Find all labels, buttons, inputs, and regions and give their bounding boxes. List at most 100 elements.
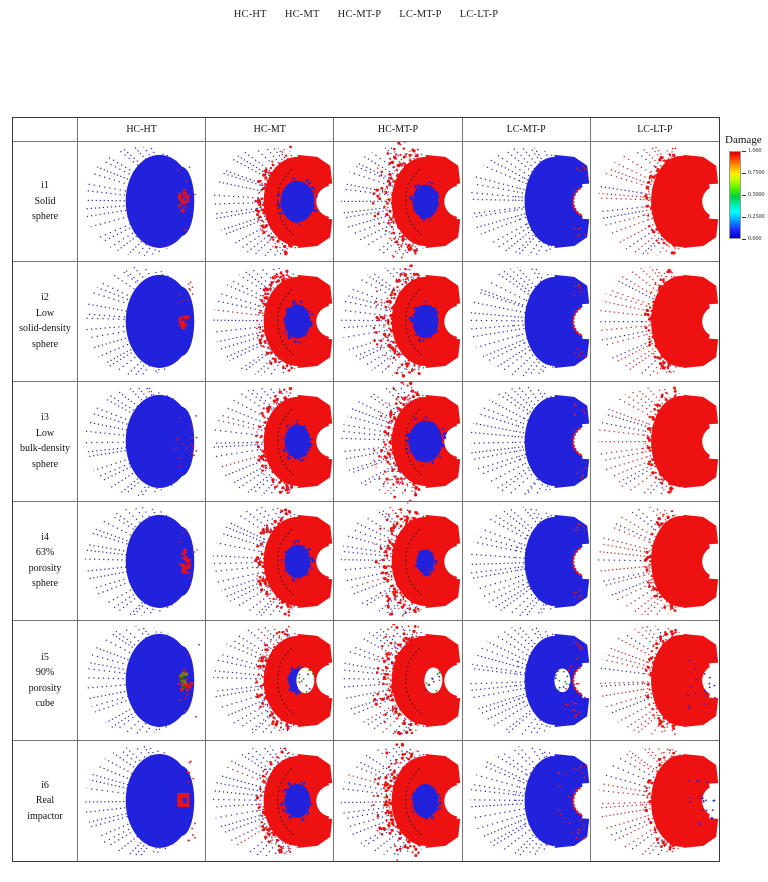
simulation-grid: HC-HT HC-MT HC-MT-P LC-MT-P LC-LT-P i1 S… xyxy=(12,117,720,862)
panel-i3-hc-mt xyxy=(206,381,335,502)
row-label-i6: i6 Real impactor xyxy=(13,741,78,861)
row-label-line: sphere xyxy=(31,338,59,350)
row-label-i4: i4 63% porosity sphere xyxy=(13,501,78,622)
colorbar-tick-label: 0.7500 xyxy=(748,170,765,176)
panel-i2-hc-mt-p xyxy=(334,261,463,382)
scatter-plot xyxy=(341,624,462,736)
panel-i6-lc-lt-p xyxy=(590,741,719,861)
scatter-plot xyxy=(597,266,719,377)
scatter-plot xyxy=(341,742,462,861)
row-label-line: i4 xyxy=(41,531,49,543)
scatter-plot xyxy=(341,501,462,617)
row-label-i3: i3 Low bulk-density sphere xyxy=(13,381,78,502)
scatter-plot xyxy=(469,506,590,616)
panel-i1-hc-mt xyxy=(206,142,335,262)
row-label-line: sphere xyxy=(31,211,59,223)
colorbar-tick xyxy=(742,151,746,152)
row-label-line: i3 xyxy=(41,412,49,424)
column-header-lc-mt-p: LC-MT-P xyxy=(462,118,591,142)
scatter-plot xyxy=(213,145,334,257)
row-label-line: i1 xyxy=(41,180,49,192)
colorbar-tick xyxy=(742,173,746,174)
row-label-line: sphere xyxy=(31,578,59,590)
panel-i4-hc-mt xyxy=(206,501,335,622)
row-label-line: i5 xyxy=(41,651,49,663)
colorbar-tick xyxy=(742,195,746,196)
row-label-i1: i1 Solid sphere xyxy=(13,142,78,262)
panel-i4-lc-mt-p xyxy=(462,501,591,622)
scatter-plot xyxy=(469,146,590,257)
panel-i3-lc-lt-p xyxy=(590,381,719,502)
colorbar-tick-label: 0.2500 xyxy=(748,214,765,220)
row-label-line: porosity xyxy=(28,562,62,574)
panel-i2-lc-lt-p xyxy=(590,261,719,382)
scatter-plot xyxy=(597,626,719,736)
scatter-plot xyxy=(341,264,462,381)
row-label-line: Solid xyxy=(34,195,56,207)
scatter-plot xyxy=(213,506,334,617)
panel-i1-hc-ht xyxy=(78,142,207,262)
row-label-line: 63% xyxy=(35,547,55,559)
panel-i5-hc-ht xyxy=(78,621,207,742)
row-label-i2: i2 Low solid-density sphere xyxy=(13,261,78,382)
scatter-plot xyxy=(85,266,195,377)
colorbar-tick xyxy=(742,217,746,218)
scatter-plot xyxy=(213,745,334,857)
row-label-i5: i5 90% porosity cube xyxy=(13,621,78,742)
panel-i4-hc-ht xyxy=(78,501,207,622)
row-label-line: bulk-density xyxy=(20,443,70,455)
colorbar-tick-label: 0.000 xyxy=(748,236,762,242)
scatter-plot xyxy=(469,746,590,857)
panel-i5-lc-mt-p xyxy=(462,621,591,742)
panel-i6-hc-ht xyxy=(78,741,207,861)
colorbar-tick-label: 0.5000 xyxy=(748,192,765,198)
panel-i2-hc-ht xyxy=(78,261,207,382)
panel-i6-lc-mt-p xyxy=(462,741,591,861)
row-label-line: Low xyxy=(35,307,55,319)
scatter-plot xyxy=(84,386,198,496)
colorbar-title: Damage xyxy=(725,134,762,146)
colorbar-tick xyxy=(742,239,746,240)
scatter-plot xyxy=(469,386,590,496)
panel-i3-lc-mt-p xyxy=(462,381,591,502)
panel-i6-hc-mt-p xyxy=(334,741,463,861)
column-header-hc-ht: HC-HT xyxy=(78,118,207,142)
scatter-plot xyxy=(597,146,719,257)
panel-i2-lc-mt-p xyxy=(462,261,591,382)
column-header-lc-lt-p: LC-LT-P xyxy=(590,118,719,142)
row-label-line: solid-density xyxy=(19,323,71,335)
panel-i5-hc-mt xyxy=(206,621,335,742)
row-label-line: Real xyxy=(35,795,55,807)
corner-cell xyxy=(13,118,78,142)
scatter-plot xyxy=(341,381,462,501)
panel-i4-lc-lt-p xyxy=(590,501,719,622)
scatter-plot xyxy=(213,266,334,376)
scatter-plot xyxy=(341,142,462,259)
scatter-plot xyxy=(85,625,201,736)
colorbar-tick-label: 1.000 xyxy=(748,148,762,154)
row-label-line: cube xyxy=(35,698,55,710)
panel-i5-lc-lt-p xyxy=(590,621,719,742)
scatter-plot xyxy=(213,386,334,496)
scatter-plot xyxy=(84,146,196,257)
scatter-plot xyxy=(469,266,590,377)
caption-item: HC-MT xyxy=(284,9,320,20)
panel-i2-hc-mt xyxy=(206,261,335,382)
row-label-line: i6 xyxy=(41,779,49,791)
caption-item: LC-LT-P xyxy=(459,9,499,20)
scatter-plot xyxy=(597,386,719,496)
scatter-plot xyxy=(213,625,334,736)
row-label-line: sphere xyxy=(31,458,59,470)
column-header-hc-mt-p: HC-MT-P xyxy=(334,118,463,142)
figure-caption: HC-HT HC-MT HC-MT-P LC-MT-P LC-LT-P xyxy=(12,9,720,20)
panel-i3-hc-ht xyxy=(78,381,207,502)
caption-item: HC-HT xyxy=(233,9,267,20)
colorbar-gradient xyxy=(729,151,741,239)
colorbar: Damage 1.000 0.7500 0.5000 0.2500 0.000 xyxy=(724,134,768,256)
caption-item: HC-MT-P xyxy=(337,9,382,20)
scatter-plot xyxy=(597,745,719,857)
panel-i5-hc-mt-p xyxy=(334,621,463,742)
scatter-plot xyxy=(85,506,198,616)
panel-i3-hc-mt-p xyxy=(334,381,463,502)
